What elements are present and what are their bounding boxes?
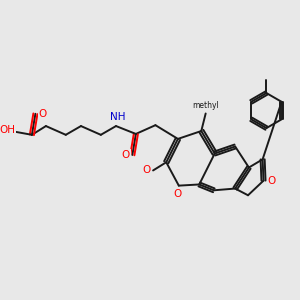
Text: O: O xyxy=(142,165,151,176)
Text: O: O xyxy=(122,150,130,160)
Text: OH: OH xyxy=(0,125,15,135)
Text: methyl: methyl xyxy=(192,101,219,110)
Text: O: O xyxy=(173,189,182,199)
Text: O: O xyxy=(268,176,276,186)
Text: NH: NH xyxy=(110,112,125,122)
Text: O: O xyxy=(39,109,47,119)
